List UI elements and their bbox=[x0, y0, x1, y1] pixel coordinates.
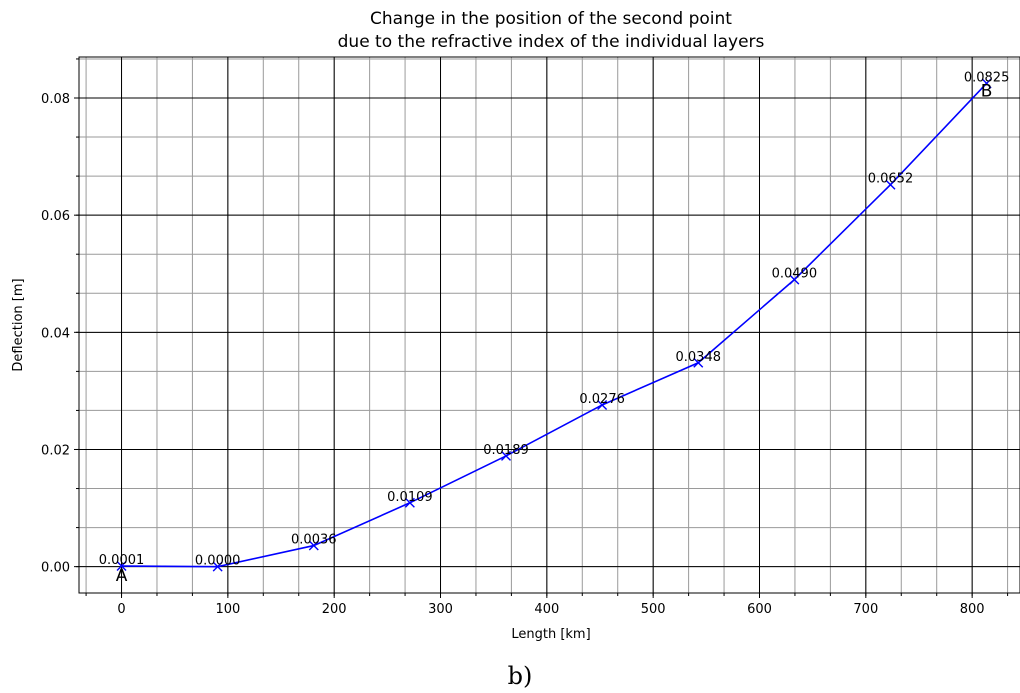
data-point-marker bbox=[501, 450, 512, 461]
data-label: 0.0189 bbox=[483, 443, 529, 458]
point-annotation-a: A bbox=[116, 566, 128, 586]
data-label: 0.0490 bbox=[772, 267, 818, 282]
data-labels: 0.0001 0.0000 0.0036 0.0109 0.0189 0.0276 0.03… bbox=[99, 70, 1010, 568]
data-label: 0.0036 bbox=[291, 533, 337, 548]
y-tick-label: 0.08 bbox=[41, 92, 70, 107]
y-axis: 0.00 0.02 0.04 0.06 0.08 bbox=[41, 58, 79, 576]
y-tick-label: 0.04 bbox=[41, 326, 70, 341]
data-point-marker bbox=[981, 78, 992, 89]
marker-stroke bbox=[981, 78, 992, 89]
data-point-marker bbox=[404, 497, 415, 508]
major-grid bbox=[79, 57, 1020, 593]
y-axis-label: Deflection [m] bbox=[11, 278, 26, 371]
data-label: 0.0109 bbox=[387, 490, 433, 505]
x-tick-label: 400 bbox=[534, 602, 559, 617]
x-tick-label: 800 bbox=[960, 602, 985, 617]
x-tick-label: 200 bbox=[322, 602, 347, 617]
data-point-marker bbox=[116, 561, 127, 572]
data-point-marker bbox=[885, 179, 896, 190]
y-tick-label: 0.06 bbox=[41, 209, 70, 224]
chart-title-line-2: due to the refractive index of the indiv… bbox=[338, 32, 765, 52]
point-annotations: AB bbox=[116, 81, 993, 586]
data-label: 0.0348 bbox=[676, 350, 722, 365]
data-label: 0.0825 bbox=[964, 70, 1010, 85]
series-line bbox=[121, 82, 988, 568]
x-axis: 0 100 200 300 400 500 600 700 800 bbox=[85, 593, 1009, 617]
marker-stroke bbox=[885, 179, 896, 190]
x-tick-label: 300 bbox=[428, 602, 453, 617]
data-point-marker bbox=[308, 540, 319, 551]
y-tick-label: 0.02 bbox=[41, 443, 70, 458]
marker-stroke bbox=[212, 561, 223, 572]
data-label: 0.0276 bbox=[579, 392, 625, 407]
plot-frame bbox=[78, 56, 1020, 594]
marker-stroke bbox=[693, 357, 704, 368]
x-axis-label: Length [km] bbox=[511, 627, 590, 642]
data-point-marker bbox=[693, 357, 704, 368]
x-tick-label: 500 bbox=[641, 602, 666, 617]
x-tick-label: 0 bbox=[117, 602, 125, 617]
series-layer bbox=[116, 78, 992, 572]
x-tick-label: 700 bbox=[853, 602, 878, 617]
x-tick-label: 600 bbox=[747, 602, 772, 617]
figure-caption: b) bbox=[508, 662, 533, 690]
marker-stroke bbox=[404, 497, 415, 508]
data-point-marker bbox=[597, 399, 608, 410]
x-tick-label: 100 bbox=[215, 602, 240, 617]
data-label: 0.0000 bbox=[195, 554, 241, 569]
data-label: 0.0001 bbox=[99, 553, 145, 568]
marker-stroke bbox=[789, 274, 800, 285]
marker-stroke bbox=[597, 399, 608, 410]
chart-title-line-1: Change in the position of the second poi… bbox=[370, 9, 732, 29]
data-point-marker bbox=[212, 561, 223, 572]
data-point-marker bbox=[789, 274, 800, 285]
marker-stroke bbox=[116, 561, 127, 572]
data-label: 0.0652 bbox=[868, 172, 914, 187]
minor-grid bbox=[79, 57, 1020, 593]
y-tick-label: 0.00 bbox=[41, 561, 70, 576]
point-annotation-b: B bbox=[981, 81, 993, 101]
marker-stroke bbox=[308, 540, 319, 551]
marker-stroke bbox=[501, 450, 512, 461]
